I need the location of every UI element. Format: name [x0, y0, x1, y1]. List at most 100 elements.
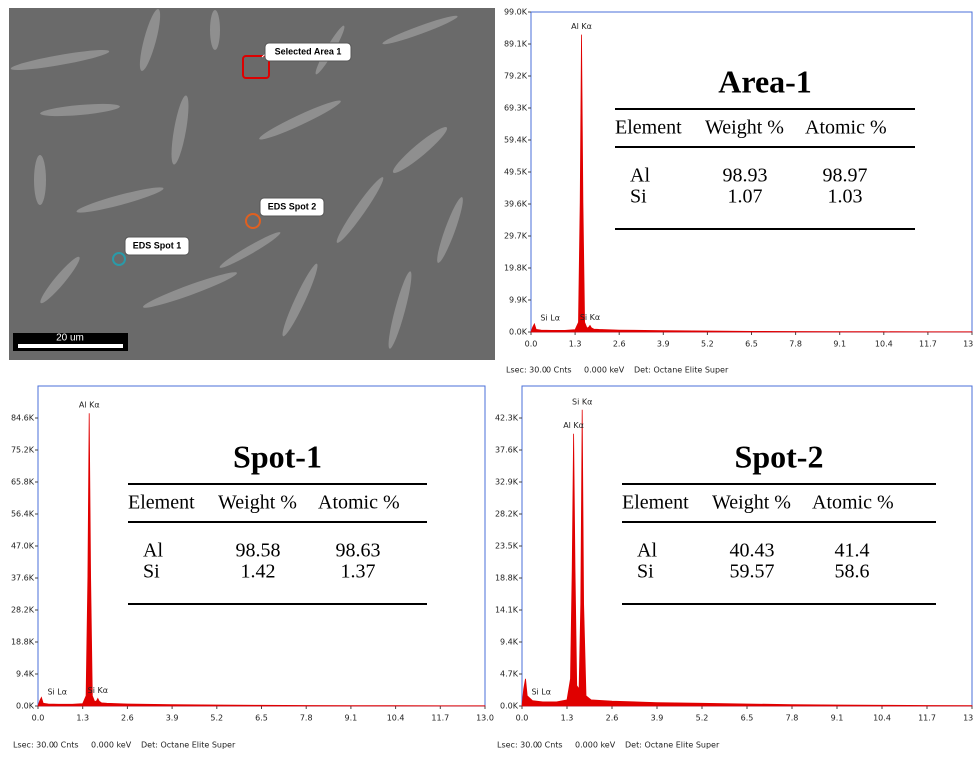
- y-tick-label: 19.8K: [504, 264, 528, 273]
- x-tick-label: 7.8: [786, 714, 799, 723]
- y-tick-label: 0.0K: [500, 702, 519, 711]
- x-tick-label: 1.3: [76, 714, 89, 723]
- x-tick-label: 13.0: [476, 714, 494, 723]
- sem-background: [9, 8, 495, 360]
- footer-text: 0 Cnts: [537, 741, 563, 750]
- y-tick-label: 37.6K: [495, 446, 519, 455]
- table-cell: 1.37: [341, 561, 376, 583]
- table-cell: 98.58: [236, 540, 281, 562]
- x-tick-label: 7.8: [789, 340, 802, 349]
- y-tick-label: 14.1K: [495, 606, 519, 615]
- footer-text: Det: Octane Elite Super: [625, 741, 720, 750]
- table-cell: 58.6: [835, 561, 870, 583]
- x-tick-label: 3.9: [651, 714, 664, 723]
- footer-text: Lsec: 30.0: [497, 741, 538, 750]
- table-cell: 41.4: [835, 540, 870, 562]
- table-cell: Al: [637, 540, 657, 562]
- table-cell: 59.57: [730, 561, 775, 583]
- x-tick-label: 0.0: [525, 340, 538, 349]
- y-tick-label: 0.0K: [509, 328, 528, 337]
- y-tick-label: 39.6K: [504, 200, 528, 209]
- table-cell: Si: [630, 186, 647, 208]
- x-tick-label: 7.8: [300, 714, 313, 723]
- x-tick-label: 2.6: [121, 714, 134, 723]
- y-tick-label: 47.0K: [11, 542, 35, 551]
- column-header: Weight %: [712, 492, 791, 514]
- y-tick-label: 9.4K: [500, 638, 519, 647]
- x-tick-label: 13.0: [963, 340, 974, 349]
- peak-label: Al Kα: [563, 421, 584, 430]
- peak-label: Al Kα: [571, 22, 592, 31]
- footer-text: 0.000 keV: [91, 741, 132, 750]
- column-header: Element: [615, 117, 682, 139]
- sem-label: EDS Spot 2: [268, 201, 317, 211]
- y-tick-label: 9.4K: [16, 670, 35, 679]
- y-tick-label: 18.8K: [495, 574, 519, 583]
- peak-label: Si Kα: [572, 397, 592, 406]
- x-tick-label: 11.7: [918, 714, 936, 723]
- footer-text: Det: Octane Elite Super: [634, 366, 729, 375]
- x-tick-label: 3.9: [657, 340, 670, 349]
- table-title: Spot-2: [735, 438, 824, 474]
- x-tick-label: 6.5: [741, 714, 754, 723]
- footer-text: 0 Cnts: [546, 366, 572, 375]
- x-tick-label: 5.2: [701, 340, 714, 349]
- column-header: Weight %: [218, 492, 297, 514]
- y-tick-label: 42.3K: [495, 414, 519, 423]
- y-tick-label: 4.7K: [500, 670, 519, 679]
- x-tick-label: 10.4: [875, 340, 893, 349]
- y-tick-label: 0.0K: [16, 702, 35, 711]
- table-cell: 40.43: [730, 540, 775, 562]
- x-tick-label: 10.4: [387, 714, 405, 723]
- table-cell: Al: [143, 540, 163, 562]
- y-tick-label: 79.2K: [504, 72, 528, 81]
- x-tick-label: 10.4: [873, 714, 891, 723]
- column-header: Element: [622, 492, 689, 514]
- x-tick-label: 13.0: [963, 714, 974, 723]
- y-tick-label: 9.9K: [509, 296, 528, 305]
- x-tick-label: 9.1: [833, 340, 846, 349]
- footer-text: Det: Octane Elite Super: [141, 741, 236, 750]
- x-tick-label: 2.6: [613, 340, 626, 349]
- x-tick-label: 11.7: [431, 714, 449, 723]
- x-tick-label: 3.9: [166, 714, 179, 723]
- footer-text: 0 Cnts: [53, 741, 79, 750]
- scale-label: 20 um: [56, 333, 84, 344]
- x-tick-label: 5.2: [210, 714, 223, 723]
- x-tick-label: 9.1: [345, 714, 358, 723]
- table-cell: 1.03: [828, 186, 863, 208]
- y-tick-label: 28.2K: [495, 510, 519, 519]
- table-cell: Si: [637, 561, 654, 583]
- table-title: Spot-1: [233, 438, 322, 474]
- peak-label: Si Kα: [88, 686, 108, 695]
- y-tick-label: 32.9K: [495, 478, 519, 487]
- peak-label: Si Kα: [580, 313, 600, 322]
- table-cell: 98.63: [336, 540, 381, 562]
- footer-text: Lsec: 30.0: [13, 741, 54, 750]
- y-tick-label: 69.3K: [504, 104, 528, 113]
- x-tick-label: 1.3: [569, 340, 582, 349]
- sem-image: Selected Area 1 EDS Spot 2 EDS Spot 1 20…: [9, 8, 495, 360]
- peak-label: Si Lα: [531, 688, 551, 697]
- footer-text: 0.000 keV: [575, 741, 616, 750]
- peak-label: Al Kα: [79, 401, 100, 410]
- table-cell: 1.07: [728, 186, 763, 208]
- scale-bar: [18, 344, 123, 348]
- y-tick-label: 18.8K: [11, 638, 35, 647]
- x-tick-label: 2.6: [606, 714, 619, 723]
- y-tick-label: 99.0K: [504, 8, 528, 17]
- footer-text: Lsec: 30.0: [506, 366, 547, 375]
- y-tick-label: 28.2K: [11, 606, 35, 615]
- column-header: Element: [128, 492, 195, 514]
- column-header: Weight %: [705, 117, 784, 139]
- sem-label: EDS Spot 1: [133, 240, 182, 250]
- table-cell: Al: [630, 165, 650, 187]
- x-tick-label: 0.0: [32, 714, 45, 723]
- x-tick-label: 9.1: [831, 714, 844, 723]
- table-cell: 98.97: [823, 165, 868, 187]
- column-header: Atomic %: [805, 117, 887, 139]
- x-tick-label: 0.0: [516, 714, 529, 723]
- x-tick-label: 11.7: [919, 340, 937, 349]
- column-header: Atomic %: [318, 492, 400, 514]
- y-tick-label: 37.6K: [11, 574, 35, 583]
